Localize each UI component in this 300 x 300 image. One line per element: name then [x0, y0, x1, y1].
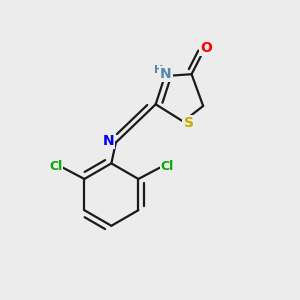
Text: Cl: Cl: [49, 160, 62, 173]
Text: N: N: [102, 134, 114, 148]
Text: H: H: [154, 64, 163, 74]
Text: N: N: [160, 67, 172, 81]
Text: Cl: Cl: [160, 160, 174, 173]
Text: S: S: [184, 116, 194, 130]
Text: O: O: [200, 41, 212, 55]
